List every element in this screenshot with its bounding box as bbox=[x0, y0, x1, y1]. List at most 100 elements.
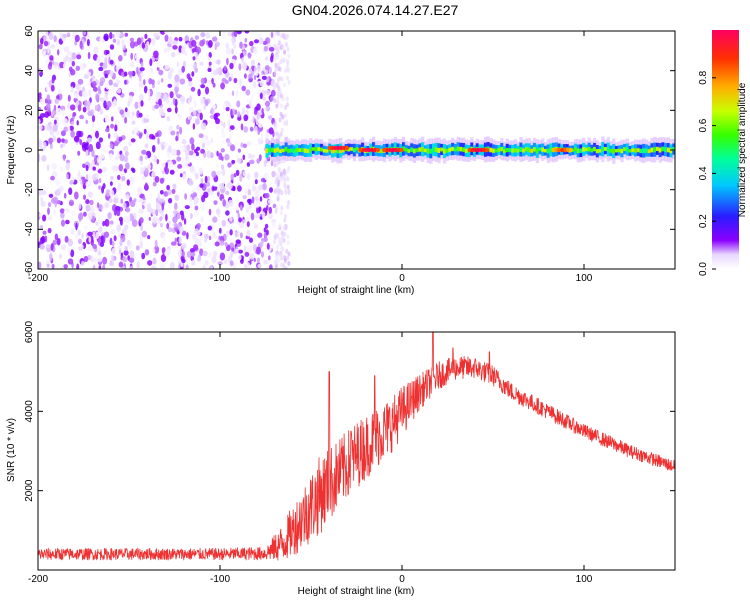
spectrogram-noise-cell bbox=[250, 212, 255, 221]
spectrogram-noise-cell bbox=[283, 224, 287, 230]
spectrogram-noise-cell bbox=[159, 263, 164, 269]
spectrogram-noise-cell bbox=[283, 120, 286, 126]
spectrogram-noise-cell bbox=[285, 248, 289, 254]
spectrogram-noise-cell bbox=[276, 83, 280, 89]
colorbar-tick-label: 0.8 bbox=[698, 70, 709, 84]
spectrogram-band-core bbox=[606, 147, 610, 152]
spectrogram-noise-cell bbox=[109, 59, 114, 65]
spectrogram-noise-cell bbox=[114, 156, 119, 161]
spectrogram-peak bbox=[473, 147, 478, 153]
spectrogram-noise-cell bbox=[74, 34, 80, 43]
spectrogram-noise-cell bbox=[214, 241, 220, 247]
spectrogram-noise-cell bbox=[262, 182, 267, 191]
spectrogram-noise-cell bbox=[144, 249, 150, 256]
spectrogram-noise-cell bbox=[257, 263, 262, 269]
spectrogram-noise-cell bbox=[141, 252, 146, 260]
spectrogram-noise-cell bbox=[92, 264, 96, 269]
spectrogram-noise-cell bbox=[204, 233, 209, 240]
spectrogram-band-core bbox=[587, 146, 591, 152]
spectrogram-noise-cell bbox=[199, 183, 204, 188]
spectrogram-noise-cell bbox=[174, 106, 178, 114]
spectrogram-noise-cell bbox=[90, 62, 94, 71]
spectrogram-band-core bbox=[347, 147, 351, 152]
spectrogram-y-tick-label: 20 bbox=[24, 104, 35, 116]
spectrogram-noise-cell bbox=[229, 134, 232, 141]
spectrogram-noise-cell bbox=[197, 240, 202, 247]
spectrogram-noise-cell bbox=[248, 116, 254, 124]
spectrogram-noise-cell bbox=[244, 37, 248, 43]
spectrogram-noise-cell bbox=[129, 265, 134, 269]
spectrogram-noise-cell bbox=[55, 178, 60, 187]
spectrogram-noise-cell bbox=[242, 143, 247, 149]
spectrogram-noise-cell bbox=[248, 198, 252, 205]
spectrogram-noise-cell bbox=[177, 164, 183, 169]
spectrogram-noise-cell bbox=[176, 124, 180, 130]
spectrogram-peak bbox=[376, 147, 380, 153]
spectrogram-noise-cell bbox=[224, 80, 229, 84]
spectrogram-noise-cell bbox=[153, 32, 159, 38]
spectrogram-noise-cell bbox=[194, 205, 199, 211]
spectrogram-noise-cell bbox=[111, 241, 115, 247]
spectrogram-noise-cell bbox=[151, 79, 155, 85]
spectrogram-noise-cell bbox=[110, 181, 113, 186]
spectrogram-noise-cell bbox=[70, 104, 76, 111]
spectrogram-noise-cell bbox=[169, 169, 175, 175]
spectrogram-noise-cell bbox=[102, 250, 107, 256]
spectrogram-band-core bbox=[415, 148, 419, 153]
spectrogram-noise-cell bbox=[46, 85, 50, 92]
spectrogram-peak bbox=[358, 147, 363, 153]
spectrogram-noise-cell bbox=[71, 60, 76, 67]
spectrogram-noise-cell bbox=[181, 250, 185, 257]
spectrogram-noise-cell bbox=[226, 220, 230, 228]
spectrogram-noise-cell bbox=[138, 112, 143, 118]
spectrogram-noise-cell bbox=[283, 82, 286, 88]
spectrogram-noise-cell bbox=[79, 41, 83, 49]
spectrogram-noise-cell bbox=[147, 96, 151, 102]
spectrogram-noise-cell bbox=[200, 77, 206, 85]
spectrogram-noise-cell bbox=[286, 67, 290, 73]
spectrogram-band-core bbox=[571, 148, 575, 152]
spectrogram-noise-cell bbox=[287, 200, 291, 205]
spectrogram-noise-cell bbox=[126, 179, 130, 186]
spectrogram-noise-cell bbox=[131, 219, 138, 228]
spectrogram-noise-cell bbox=[128, 114, 134, 120]
spectrogram-noise-cell bbox=[126, 206, 130, 213]
spectrogram-peak bbox=[560, 147, 565, 153]
spectrogram-band-core bbox=[604, 147, 608, 151]
spectrogram-noise-cell bbox=[156, 91, 162, 97]
spectrogram-noise-cell bbox=[54, 233, 59, 241]
spectrogram-noise-cell bbox=[275, 254, 279, 260]
spectrogram-noise-cell bbox=[193, 200, 197, 206]
spectrogram-band-core bbox=[655, 146, 660, 151]
spectrogram-noise-cell bbox=[118, 164, 124, 172]
spectrogram-noise-cell bbox=[89, 199, 94, 206]
spectrogram-noise-cell bbox=[246, 162, 251, 167]
spectrogram-noise-cell bbox=[174, 237, 177, 244]
spectrogram-noise-cell bbox=[212, 216, 218, 223]
spectrogram-noise-cell bbox=[249, 237, 253, 243]
spectrogram-noise-cell bbox=[54, 98, 59, 104]
spectrogram-noise-cell bbox=[52, 196, 59, 204]
spectrogram-noise-cell bbox=[237, 111, 241, 119]
spectrogram-noise-cell bbox=[105, 128, 110, 133]
spectrogram-noise-cell bbox=[199, 248, 204, 256]
spectrogram-noise-cell bbox=[201, 137, 207, 143]
spectrogram-noise-cell bbox=[50, 243, 54, 251]
spectrogram-peak bbox=[568, 147, 573, 153]
spectrogram-noise-cell bbox=[178, 236, 182, 245]
spectrogram-x-tick-label: -200 bbox=[28, 273, 48, 284]
spectrogram-noise-cell bbox=[85, 199, 90, 205]
spectrogram-noise-cell bbox=[279, 111, 283, 117]
spectrogram-band-core bbox=[666, 147, 670, 153]
spectrogram-noise-cell bbox=[177, 223, 181, 230]
spectrogram-noise-cell bbox=[200, 31, 206, 38]
spectrogram-noise-cell bbox=[235, 169, 240, 176]
spectrogram-noise-cell bbox=[179, 145, 185, 151]
spectrogram-noise-cell bbox=[138, 82, 144, 88]
spectrogram-noise-cell bbox=[207, 68, 212, 72]
spectrogram-noise-cell bbox=[117, 232, 122, 238]
spectrogram-band-core bbox=[497, 148, 501, 152]
spectrogram-noise-cell bbox=[172, 45, 178, 50]
spectrogram-noise-cell bbox=[51, 263, 55, 269]
spectrogram-band-core bbox=[265, 148, 269, 154]
